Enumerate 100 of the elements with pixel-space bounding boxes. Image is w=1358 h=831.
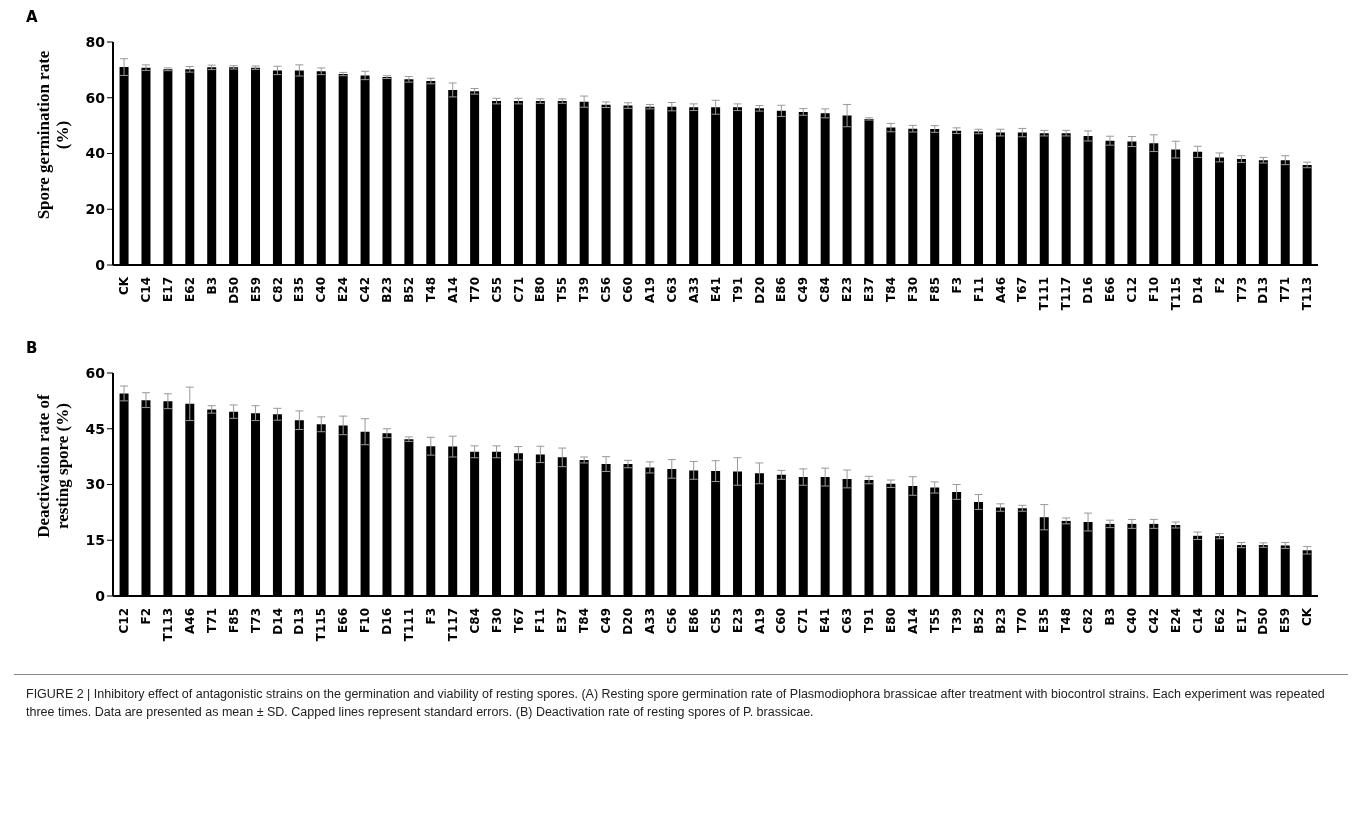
x-tick-label: T70: [467, 277, 482, 302]
x-tick-label: C60: [774, 608, 789, 634]
y-axis-title: Spore germination rate (%): [34, 49, 72, 221]
y-tick-label: 30: [85, 476, 106, 493]
x-tick-label: T84: [577, 608, 592, 633]
x-tick-label: T39: [949, 608, 964, 633]
x-tick-label: F30: [905, 277, 920, 302]
x-tick-label: T115: [314, 608, 329, 642]
x-tick-label: CK: [117, 276, 132, 296]
x-tick-label: E59: [1278, 608, 1293, 633]
caption: FIGURE 2 | Inhibitory effect of antagonistic strains on the germination and viability of resting spores. (A) Resting spore germination rate of Plasmodiophora brassicae after treatment with biocontrol strains. Each experiment was repeated three times. Data are presented as mean ± SD. Capped lines represent standard errors. (B) Deactivation rate of resting spores of P. brassicae.: [14, 674, 1348, 731]
x-tick-label: B52: [401, 277, 416, 303]
x-tick-label: C42: [1146, 608, 1161, 634]
x-tick-label: F3: [423, 608, 438, 625]
chart-title: B: [26, 339, 38, 357]
x-tick-label: B3: [204, 277, 219, 295]
x-tick-label: E86: [686, 608, 701, 633]
x-tick-label: E35: [1037, 608, 1052, 633]
x-tick-label: F11: [533, 608, 548, 633]
x-tick-label: E41: [708, 277, 723, 302]
y-tick-label: 40: [85, 145, 106, 162]
x-tick-label: D16: [1081, 277, 1096, 304]
x-tick-label: A14: [445, 277, 460, 303]
x-tick-label: T48: [423, 277, 438, 302]
x-tick-label: C63: [840, 608, 855, 634]
x-tick-label: C71: [511, 277, 526, 303]
x-tick-label: A19: [642, 277, 657, 303]
x-tick-label: T39: [577, 277, 592, 302]
x-tick-label: T111: [401, 608, 416, 642]
x-tick-label: C60: [621, 277, 636, 303]
x-tick-label: E41: [818, 608, 833, 633]
x-tick-label: B52: [971, 608, 986, 634]
x-tick-label: T117: [1059, 277, 1074, 311]
x-tick-label: B23: [380, 277, 395, 303]
x-tick-label: A46: [993, 277, 1008, 303]
x-tick-label: T91: [730, 277, 745, 302]
x-tick-label: C40: [1124, 608, 1139, 634]
x-tick-label: T73: [1234, 277, 1249, 302]
x-tick-label: F3: [949, 277, 964, 294]
x-tick-label: C49: [796, 277, 811, 303]
x-tick-label: B23: [993, 608, 1008, 634]
x-tick-label: E59: [248, 277, 263, 302]
x-tick-label: T91: [862, 608, 877, 633]
x-tick-label: C14: [1190, 608, 1205, 634]
x-tick-label: D13: [1256, 277, 1271, 304]
x-tick-label: D14: [270, 608, 285, 635]
x-tick-label: E80: [883, 608, 898, 633]
y-tick-label: 60: [85, 364, 106, 381]
x-tick-label: F10: [358, 608, 373, 633]
x-tick-label: CK: [1300, 607, 1315, 627]
y-tick-label: 20: [85, 201, 106, 218]
x-tick-label: E23: [730, 608, 745, 633]
x-tick-label: E66: [336, 608, 351, 633]
x-tick-label: T55: [555, 277, 570, 302]
x-tick-label: A19: [752, 608, 767, 634]
x-tick-label: C40: [314, 277, 329, 303]
x-tick-label: T67: [511, 608, 526, 633]
x-tick-label: F2: [139, 608, 154, 625]
x-tick-label: F30: [489, 608, 504, 633]
x-tick-label: C63: [664, 277, 679, 303]
x-tick-label: C82: [270, 277, 285, 303]
x-tick-label: C55: [489, 277, 504, 303]
x-tick-label: C14: [139, 277, 154, 303]
x-tick-label: C12: [117, 608, 132, 634]
x-tick-label: D13: [292, 608, 307, 635]
x-tick-label: T113: [1300, 277, 1315, 311]
x-tick-label: A14: [905, 608, 920, 634]
x-tick-label: T71: [1278, 277, 1293, 302]
y-axis-title: Deactivation rate of resting spore (%): [34, 392, 72, 540]
x-tick-label: E66: [1103, 277, 1118, 302]
x-tick-label: D14: [1190, 277, 1205, 304]
x-tick-label: A33: [686, 277, 701, 303]
x-tick-label: C56: [664, 608, 679, 634]
x-tick-label: D16: [380, 608, 395, 635]
x-tick-label: B3: [1103, 608, 1118, 626]
x-tick-label: E62: [182, 277, 197, 302]
x-tick-label: T113: [160, 608, 175, 642]
x-tick-label: E37: [862, 277, 877, 302]
x-tick-label: T84: [883, 277, 898, 302]
y-tick-label: 45: [85, 420, 105, 437]
x-tick-label: D50: [226, 277, 241, 304]
y-tick-label: 60: [85, 89, 106, 106]
x-tick-label: E24: [336, 277, 351, 302]
x-tick-label: T70: [1015, 608, 1030, 633]
x-tick-label: C42: [358, 277, 373, 303]
x-tick-label: F10: [1146, 277, 1161, 302]
x-tick-label: E35: [292, 277, 307, 302]
x-tick-label: C84: [467, 608, 482, 634]
y-tick-label: 15: [85, 532, 105, 549]
x-tick-label: C49: [599, 608, 614, 634]
x-tick-label: D50: [1256, 608, 1271, 635]
x-tick-label: T48: [1059, 608, 1074, 633]
x-tick-label: T111: [1037, 277, 1052, 311]
x-tick-label: C56: [599, 277, 614, 303]
x-tick-label: E23: [840, 277, 855, 302]
x-tick-label: C71: [796, 608, 811, 634]
x-tick-label: E17: [1234, 608, 1249, 633]
x-tick-label: E80: [533, 277, 548, 302]
x-tick-label: F85: [226, 608, 241, 633]
x-tick-label: T117: [445, 608, 460, 642]
